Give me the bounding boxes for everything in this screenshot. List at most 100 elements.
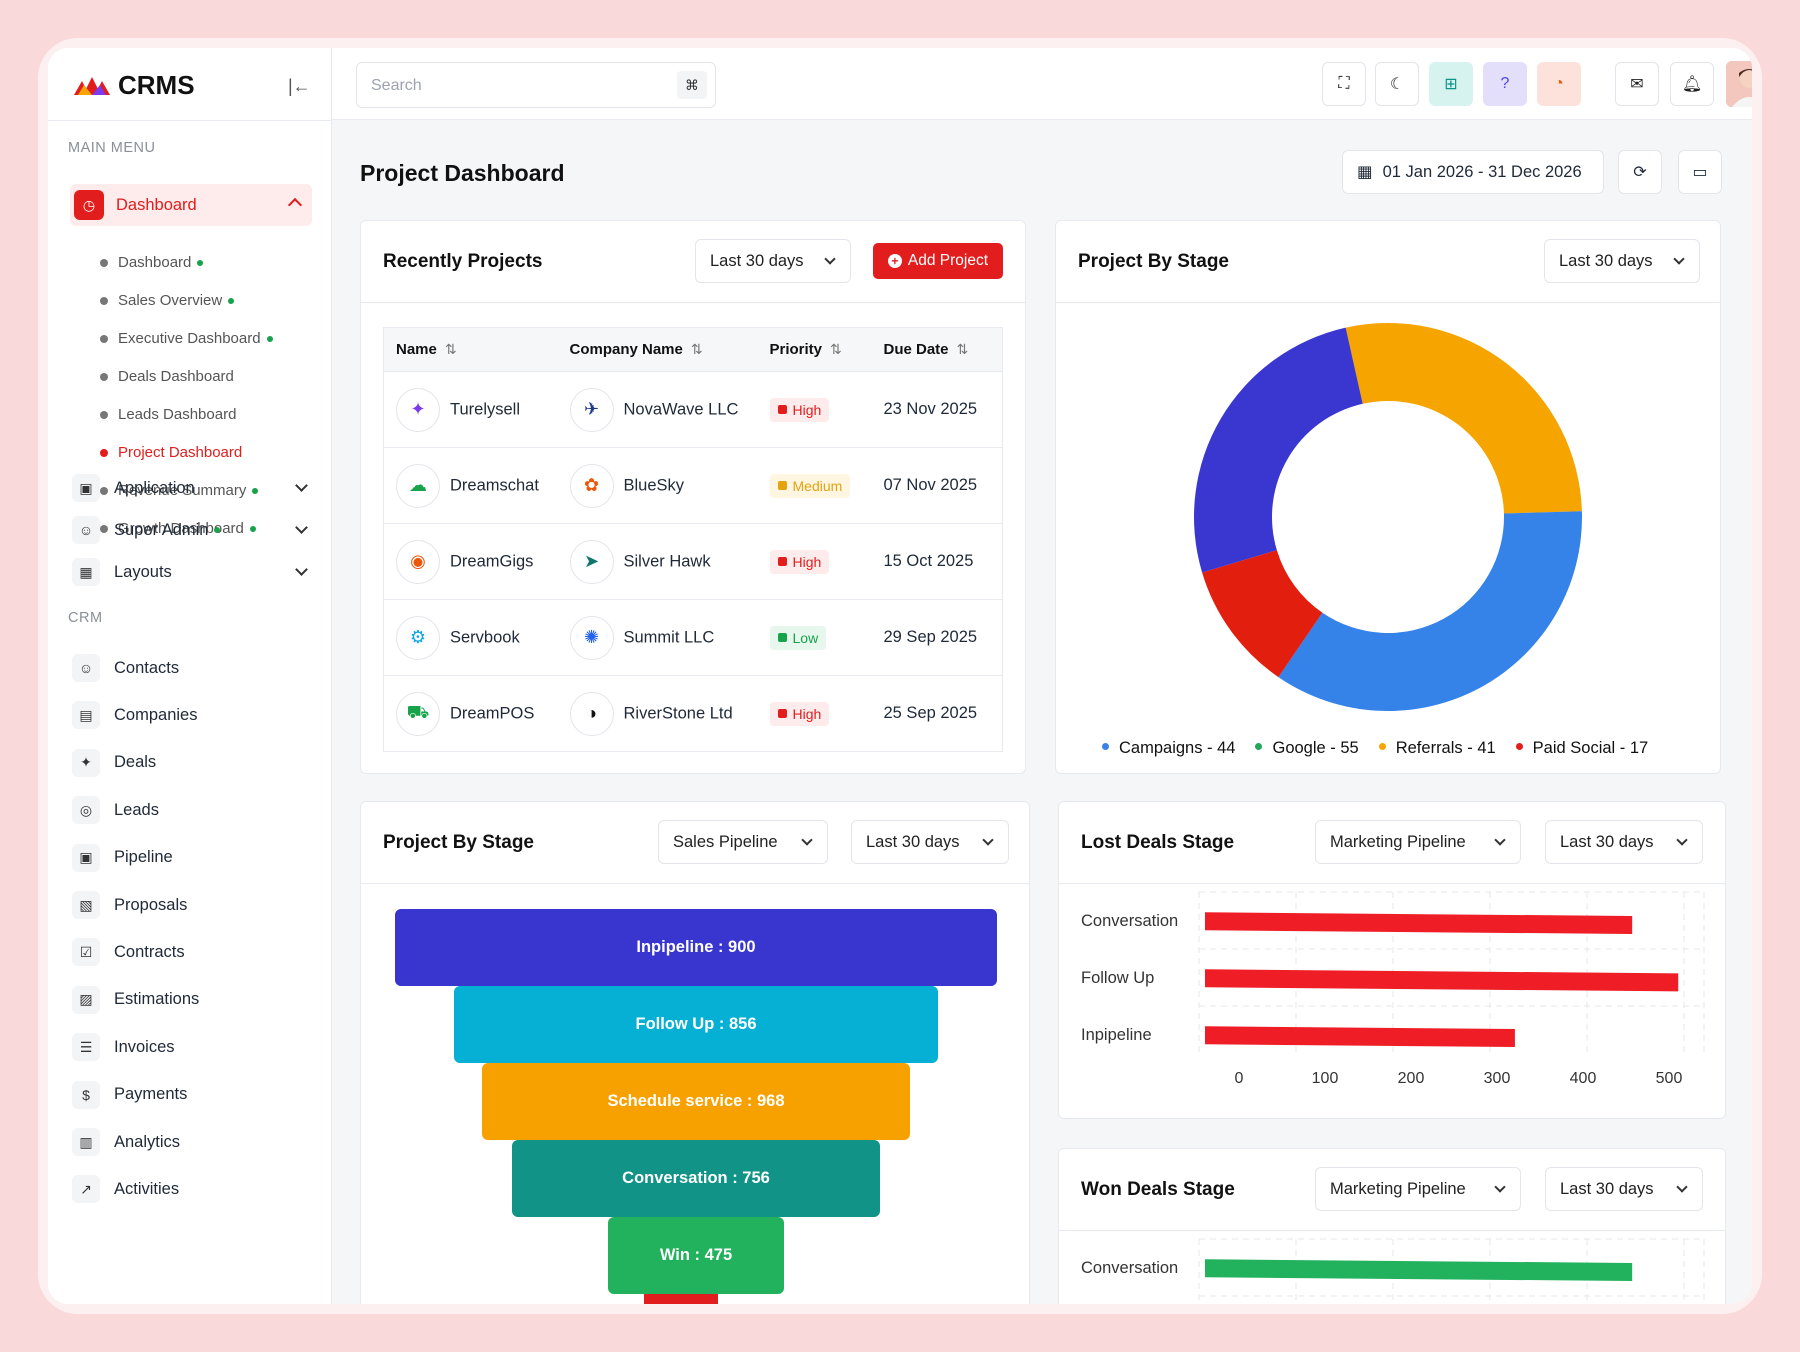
table-row[interactable]: ◉ DreamGigs ➤ Silver Hawk High 15 Oct 2025	[383, 523, 1003, 600]
sidebar-item-analytics[interactable]: ▥ Analytics	[72, 1126, 312, 1158]
bar[interactable]	[1205, 969, 1679, 992]
funnel-layer[interactable]: Inpipeline : 900	[395, 909, 997, 986]
card-title: Project By Stage	[1078, 251, 1229, 272]
search-input[interactable]: Search ⌘	[356, 62, 716, 108]
sidebar-item-estimations[interactable]: ▨ Estimations	[72, 984, 312, 1016]
sort-icon[interactable]: ⇅	[444, 341, 457, 357]
collapse-panels-button[interactable]: ▭	[1678, 150, 1722, 194]
project-name[interactable]: Turelysell	[450, 399, 520, 418]
collapse-sidebar-icon[interactable]: |←	[288, 76, 311, 96]
sidebar-subitem[interactable]: Executive Dashboard	[100, 330, 273, 347]
date-range-picker[interactable]: ▦ 01 Jan 2026 - 31 Dec 2026	[1342, 150, 1604, 194]
sidebar-item-contracts[interactable]: ☑ Contracts	[72, 936, 312, 968]
company-name[interactable]: NovaWave LLC	[623, 399, 739, 418]
period-dropdown[interactable]: Last 30 days	[695, 239, 851, 283]
column-header[interactable]: Due Date ⇅	[871, 327, 1003, 372]
x-tick-label: 100	[1312, 1070, 1339, 1087]
apps-grid-icon[interactable]: ⊞	[1429, 62, 1473, 106]
sidebar-subitem[interactable]: Deals Dashboard	[100, 368, 234, 385]
pipeline-dropdown[interactable]: Sales Pipeline	[658, 820, 828, 864]
table-row[interactable]: ✦ Turelysell ✈ NovaWave LLC High 23 Nov 2025	[383, 371, 1003, 448]
priority-cell: High	[757, 523, 872, 600]
column-header[interactable]: Name ⇅	[383, 327, 558, 372]
sidebar-item-activities[interactable]: ↗ Activities	[72, 1173, 312, 1205]
company-name[interactable]: Silver Hawk	[623, 551, 711, 570]
project-cell: ☁ Dreamschat	[383, 447, 558, 524]
sidebar-subitem[interactable]: Revenue Summary	[100, 482, 259, 499]
donut-slice-referrals[interactable]	[1194, 327, 1363, 573]
project-name[interactable]: DreamGigs	[450, 551, 534, 570]
priority-cell: Medium	[757, 447, 872, 524]
dashboard-icon: ◷	[74, 190, 104, 220]
sidebar-item-contacts[interactable]: ☺ Contacts	[72, 652, 312, 684]
sidebar-item-invoices[interactable]: ☰ Invoices	[72, 1031, 312, 1063]
notification-bell-icon[interactable]: 🔔︎	[1670, 62, 1714, 106]
user-avatar[interactable]	[1726, 61, 1752, 107]
bullet-icon	[100, 486, 108, 495]
status-dot	[252, 487, 259, 494]
donut-slice-campaigns[interactable]	[1345, 323, 1582, 514]
table-row[interactable]: ☁ Dreamschat ✿ BlueSky Medium 07 Nov 2025	[383, 447, 1003, 524]
sort-icon[interactable]: ⇅	[830, 341, 842, 357]
sidebar-item-payments[interactable]: $ Payments	[72, 1079, 312, 1111]
sidebar-item-leads[interactable]: ◎ Leads	[72, 794, 312, 826]
fullscreen-icon[interactable]: ⛶	[1322, 62, 1366, 106]
company-name[interactable]: RiverStone Ltd	[623, 703, 733, 722]
pipeline-dropdown[interactable]: Marketing Pipeline	[1315, 1167, 1521, 1211]
legend-item[interactable]: Referrals - 41	[1378, 739, 1496, 758]
legend-item[interactable]: Google - 55	[1255, 739, 1359, 758]
help-icon[interactable]: ?	[1483, 62, 1527, 106]
period-dropdown[interactable]: Last 30 days	[1545, 820, 1703, 864]
messages-icon[interactable]: ✉	[1615, 62, 1659, 106]
project-name[interactable]: Dreamschat	[450, 475, 539, 494]
period-dropdown[interactable]: Last 30 days	[1544, 239, 1700, 283]
sidebar-item-pipeline[interactable]: ▣ Pipeline	[72, 842, 312, 874]
add-project-button[interactable]: + Add Project	[873, 243, 1003, 279]
bar[interactable]	[1205, 1026, 1515, 1047]
sidebar-item-layouts[interactable]: ▦ Layouts	[72, 556, 312, 588]
table-row[interactable]: ⚙ Servbook ✺ Summit LLC Low 29 Sep 2025	[383, 599, 1003, 676]
donut-slice-paid-social[interactable]	[1202, 550, 1323, 678]
app-logo[interactable]: CRMS	[72, 70, 195, 101]
sidebar-subitem[interactable]: Dashboard	[100, 254, 204, 271]
sidebar-item-super-admin[interactable]: ☺ Super Admin	[72, 514, 312, 546]
period-dropdown[interactable]: Last 30 days	[851, 820, 1009, 864]
pie-report-icon[interactable]: ◔	[1537, 62, 1581, 106]
sidebar-subitem[interactable]: Leads Dashboard	[100, 406, 236, 423]
dark-mode-icon[interactable]: ☾	[1375, 62, 1419, 106]
funnel-layer[interactable]: Schedule service : 968	[482, 1063, 910, 1140]
sidebar-item-proposals[interactable]: ▧ Proposals	[72, 889, 312, 921]
column-header[interactable]: Priority ⇅	[757, 327, 872, 372]
topbar: Search ⌘ ⛶ ☾ ⊞ ? ◔ ✉ 🔔︎	[332, 48, 1752, 120]
bar[interactable]	[1205, 1259, 1633, 1282]
company-logo-silverhawk-icon: ➤	[569, 539, 614, 584]
refresh-button[interactable]: ⟳	[1618, 150, 1662, 194]
table-row[interactable]: ⛟ DreamPOS ◑ RiverStone Ltd High 25 Sep 2025	[384, 676, 1003, 752]
sort-icon[interactable]: ⇅	[690, 341, 703, 357]
chevron-down-icon	[801, 834, 813, 846]
sort-icon[interactable]: ⇅	[956, 341, 969, 357]
sidebar-item-dashboard[interactable]: ◷ Dashboard	[70, 184, 312, 226]
sidebar-item-companies[interactable]: ▤ Companies	[72, 699, 312, 731]
sidebar-item-deals[interactable]: ✦ Deals	[72, 747, 312, 779]
funnel-layer-label: Win : 475	[659, 1246, 733, 1264]
sidebar-subitem[interactable]: Growth Dashboard	[100, 520, 256, 537]
bar[interactable]	[1205, 912, 1633, 935]
pipeline-dropdown[interactable]: Marketing Pipeline	[1315, 820, 1521, 864]
company-name[interactable]: Summit LLC	[623, 627, 715, 646]
sidebar-subitem[interactable]: Sales Overview	[100, 292, 235, 309]
project-name[interactable]: Servbook	[450, 627, 520, 646]
column-header[interactable]: Company Name ⇅	[557, 327, 758, 372]
sidebar-item-application[interactable]: ▣ Application	[72, 472, 312, 504]
donut-slice-google[interactable]	[1278, 511, 1582, 711]
period-dropdown[interactable]: Last 30 days	[1545, 1167, 1703, 1211]
priority-label: High	[792, 705, 822, 722]
legend-item[interactable]: Paid Social - 17	[1515, 739, 1648, 758]
legend-item[interactable]: Campaigns - 44	[1102, 739, 1235, 758]
funnel-layer[interactable]: Follow Up : 856	[454, 986, 938, 1063]
funnel-layer[interactable]: Conversation : 756	[512, 1140, 880, 1217]
funnel-layer[interactable]: Win : 475	[608, 1217, 784, 1294]
sidebar-subitem[interactable]: Project Dashboard	[100, 444, 242, 461]
project-name[interactable]: DreamPOS	[450, 703, 535, 722]
company-name[interactable]: BlueSky	[623, 475, 685, 494]
